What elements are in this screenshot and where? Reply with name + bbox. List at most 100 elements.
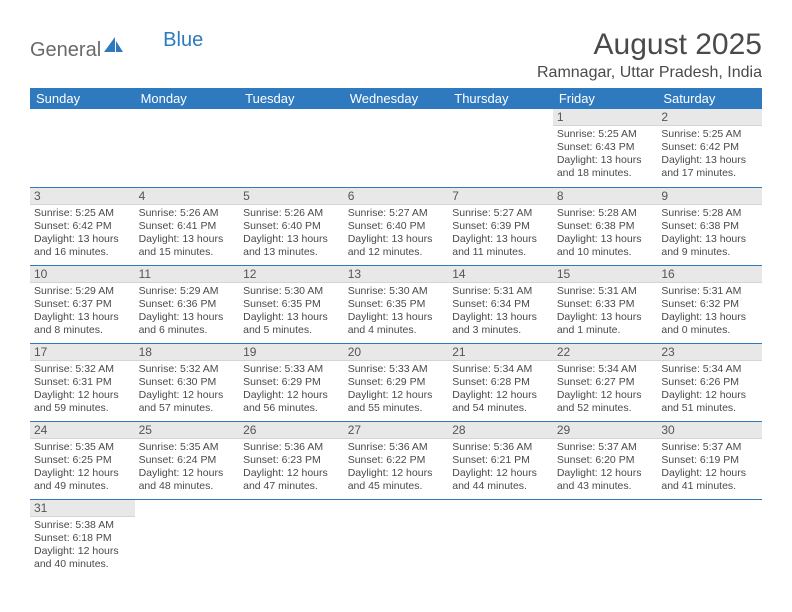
calendar-row: 1Sunrise: 5:25 AMSunset: 6:43 PMDaylight… <box>30 109 762 187</box>
day-cell-22: 22Sunrise: 5:34 AMSunset: 6:27 PMDayligh… <box>553 343 658 421</box>
empty-cell <box>135 499 240 577</box>
day-number: 26 <box>239 422 344 439</box>
day-cell-18: 18Sunrise: 5:32 AMSunset: 6:30 PMDayligh… <box>135 343 240 421</box>
day-number: 23 <box>657 344 762 361</box>
day-number: 15 <box>553 266 658 283</box>
day-cell-14: 14Sunrise: 5:31 AMSunset: 6:34 PMDayligh… <box>448 265 553 343</box>
day-cell-27: 27Sunrise: 5:36 AMSunset: 6:22 PMDayligh… <box>344 421 449 499</box>
calendar-row: 17Sunrise: 5:32 AMSunset: 6:31 PMDayligh… <box>30 343 762 421</box>
day-info: Sunrise: 5:31 AMSunset: 6:32 PMDaylight:… <box>657 283 762 341</box>
day-number: 13 <box>344 266 449 283</box>
day-info: Sunrise: 5:29 AMSunset: 6:36 PMDaylight:… <box>135 283 240 341</box>
logo: General Blue <box>30 28 203 64</box>
day-info: Sunrise: 5:36 AMSunset: 6:22 PMDaylight:… <box>344 439 449 497</box>
empty-cell <box>239 499 344 577</box>
day-number: 28 <box>448 422 553 439</box>
day-cell-31: 31Sunrise: 5:38 AMSunset: 6:18 PMDayligh… <box>30 499 135 577</box>
day-info: Sunrise: 5:25 AMSunset: 6:42 PMDaylight:… <box>30 205 135 263</box>
day-number: 10 <box>30 266 135 283</box>
day-cell-17: 17Sunrise: 5:32 AMSunset: 6:31 PMDayligh… <box>30 343 135 421</box>
empty-cell <box>448 499 553 577</box>
day-number: 21 <box>448 344 553 361</box>
day-info: Sunrise: 5:25 AMSunset: 6:43 PMDaylight:… <box>553 126 658 184</box>
header: General Blue August 2025 Ramnagar, Uttar… <box>30 28 762 82</box>
day-info: Sunrise: 5:34 AMSunset: 6:28 PMDaylight:… <box>448 361 553 419</box>
day-cell-10: 10Sunrise: 5:29 AMSunset: 6:37 PMDayligh… <box>30 265 135 343</box>
empty-cell <box>135 109 240 187</box>
day-number: 6 <box>344 188 449 205</box>
day-number: 17 <box>30 344 135 361</box>
empty-cell <box>239 109 344 187</box>
day-number: 3 <box>30 188 135 205</box>
weekday-saturday: Saturday <box>657 88 762 109</box>
day-info: Sunrise: 5:28 AMSunset: 6:38 PMDaylight:… <box>553 205 658 263</box>
day-info: Sunrise: 5:37 AMSunset: 6:19 PMDaylight:… <box>657 439 762 497</box>
calendar-row: 24Sunrise: 5:35 AMSunset: 6:25 PMDayligh… <box>30 421 762 499</box>
weekday-tuesday: Tuesday <box>239 88 344 109</box>
day-info: Sunrise: 5:26 AMSunset: 6:40 PMDaylight:… <box>239 205 344 263</box>
day-cell-21: 21Sunrise: 5:34 AMSunset: 6:28 PMDayligh… <box>448 343 553 421</box>
day-info: Sunrise: 5:27 AMSunset: 6:39 PMDaylight:… <box>448 205 553 263</box>
day-info: Sunrise: 5:37 AMSunset: 6:20 PMDaylight:… <box>553 439 658 497</box>
weekday-thursday: Thursday <box>448 88 553 109</box>
day-number: 1 <box>553 109 658 126</box>
day-cell-28: 28Sunrise: 5:36 AMSunset: 6:21 PMDayligh… <box>448 421 553 499</box>
day-cell-2: 2Sunrise: 5:25 AMSunset: 6:42 PMDaylight… <box>657 109 762 187</box>
day-cell-16: 16Sunrise: 5:31 AMSunset: 6:32 PMDayligh… <box>657 265 762 343</box>
location: Ramnagar, Uttar Pradesh, India <box>537 64 762 82</box>
day-info: Sunrise: 5:35 AMSunset: 6:24 PMDaylight:… <box>135 439 240 497</box>
empty-cell <box>553 499 658 577</box>
day-number: 29 <box>553 422 658 439</box>
day-info: Sunrise: 5:34 AMSunset: 6:26 PMDaylight:… <box>657 361 762 419</box>
empty-cell <box>344 109 449 187</box>
day-cell-11: 11Sunrise: 5:29 AMSunset: 6:36 PMDayligh… <box>135 265 240 343</box>
day-number: 11 <box>135 266 240 283</box>
day-number: 24 <box>30 422 135 439</box>
empty-cell <box>448 109 553 187</box>
day-number: 25 <box>135 422 240 439</box>
day-cell-24: 24Sunrise: 5:35 AMSunset: 6:25 PMDayligh… <box>30 421 135 499</box>
day-info: Sunrise: 5:29 AMSunset: 6:37 PMDaylight:… <box>30 283 135 341</box>
day-info: Sunrise: 5:33 AMSunset: 6:29 PMDaylight:… <box>344 361 449 419</box>
logo-text-1: General <box>30 39 101 62</box>
day-number: 18 <box>135 344 240 361</box>
day-info: Sunrise: 5:25 AMSunset: 6:42 PMDaylight:… <box>657 126 762 184</box>
day-info: Sunrise: 5:33 AMSunset: 6:29 PMDaylight:… <box>239 361 344 419</box>
day-info: Sunrise: 5:30 AMSunset: 6:35 PMDaylight:… <box>239 283 344 341</box>
weekday-sunday: Sunday <box>30 88 135 109</box>
day-number: 27 <box>344 422 449 439</box>
day-number: 9 <box>657 188 762 205</box>
day-cell-30: 30Sunrise: 5:37 AMSunset: 6:19 PMDayligh… <box>657 421 762 499</box>
day-cell-29: 29Sunrise: 5:37 AMSunset: 6:20 PMDayligh… <box>553 421 658 499</box>
page-title: August 2025 <box>537 28 762 62</box>
calendar-row: 31Sunrise: 5:38 AMSunset: 6:18 PMDayligh… <box>30 499 762 577</box>
empty-cell <box>344 499 449 577</box>
day-info: Sunrise: 5:31 AMSunset: 6:34 PMDaylight:… <box>448 283 553 341</box>
day-number: 8 <box>553 188 658 205</box>
weekday-monday: Monday <box>135 88 240 109</box>
day-info: Sunrise: 5:36 AMSunset: 6:21 PMDaylight:… <box>448 439 553 497</box>
day-number: 2 <box>657 109 762 126</box>
calendar-table: SundayMondayTuesdayWednesdayThursdayFrid… <box>30 88 762 577</box>
weekday-row: SundayMondayTuesdayWednesdayThursdayFrid… <box>30 88 762 109</box>
day-cell-25: 25Sunrise: 5:35 AMSunset: 6:24 PMDayligh… <box>135 421 240 499</box>
day-number: 30 <box>657 422 762 439</box>
sail-icon <box>103 36 125 54</box>
day-info: Sunrise: 5:32 AMSunset: 6:31 PMDaylight:… <box>30 361 135 419</box>
day-info: Sunrise: 5:36 AMSunset: 6:23 PMDaylight:… <box>239 439 344 497</box>
day-info: Sunrise: 5:27 AMSunset: 6:40 PMDaylight:… <box>344 205 449 263</box>
day-info: Sunrise: 5:38 AMSunset: 6:18 PMDaylight:… <box>30 517 135 575</box>
day-number: 31 <box>30 500 135 517</box>
day-info: Sunrise: 5:32 AMSunset: 6:30 PMDaylight:… <box>135 361 240 419</box>
day-cell-8: 8Sunrise: 5:28 AMSunset: 6:38 PMDaylight… <box>553 187 658 265</box>
day-cell-13: 13Sunrise: 5:30 AMSunset: 6:35 PMDayligh… <box>344 265 449 343</box>
day-number: 12 <box>239 266 344 283</box>
day-number: 4 <box>135 188 240 205</box>
day-cell-5: 5Sunrise: 5:26 AMSunset: 6:40 PMDaylight… <box>239 187 344 265</box>
day-cell-9: 9Sunrise: 5:28 AMSunset: 6:38 PMDaylight… <box>657 187 762 265</box>
day-cell-20: 20Sunrise: 5:33 AMSunset: 6:29 PMDayligh… <box>344 343 449 421</box>
day-info: Sunrise: 5:30 AMSunset: 6:35 PMDaylight:… <box>344 283 449 341</box>
day-number: 16 <box>657 266 762 283</box>
day-number: 7 <box>448 188 553 205</box>
day-info: Sunrise: 5:28 AMSunset: 6:38 PMDaylight:… <box>657 205 762 263</box>
